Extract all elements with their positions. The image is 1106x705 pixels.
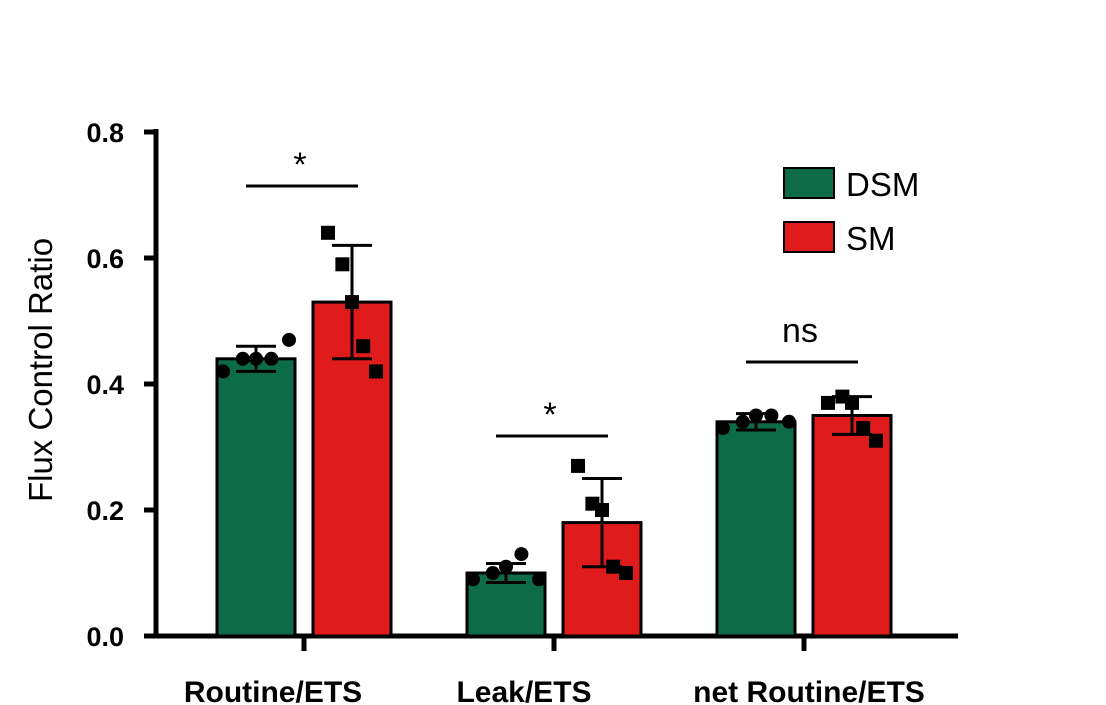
y-tick-label: 0.6 [86,244,124,274]
bar-dsm-2 [715,420,797,638]
significance-label: * [293,146,306,184]
legend-label-dsm: DSM [846,166,919,203]
data-point [466,572,480,587]
data-point [821,395,835,410]
data-point [782,414,796,429]
data-point [735,414,750,429]
error-bars [236,243,872,584]
x-tick-label: Routine/ETS [184,676,362,705]
data-point [716,421,730,436]
bar-sm-2 [811,414,893,638]
y-tick-label: 0.4 [86,370,124,400]
data-point [514,547,529,562]
data-point [282,332,296,347]
legend-swatch-dsm [783,167,835,199]
data-point [321,225,335,240]
significance-label: ns [782,312,818,350]
data-point [764,408,779,423]
data-point [869,433,883,448]
data-point [235,351,250,366]
x-axis: Routine/ETS Leak/ETS net Routine/ETS [154,633,958,705]
data-point [335,257,350,272]
y-tick-label: 0.2 [86,496,124,526]
data-point [485,566,500,580]
data-point [264,351,279,366]
y-axis-label: Flux Control Ratio [22,238,59,502]
y-tick-label: 0.0 [86,622,124,652]
legend-label-sm: SM [846,220,896,257]
data-point [216,364,230,379]
bar-dsm-0 [215,357,297,638]
data-points [216,225,883,587]
bars [215,300,893,638]
significance-label: * [543,396,556,434]
data-point [856,421,871,436]
x-tick-label: net Routine/ETS [693,676,925,705]
x-tick-label: Leak/ETS [456,676,591,705]
data-point [619,566,633,580]
data-point [369,364,383,379]
legend-swatch-sm [783,221,835,253]
legend: DSM SM [783,166,919,257]
data-point [532,572,546,587]
y-axis: 0.0 0.2 0.4 0.6 0.8 [86,118,159,652]
data-point [571,458,585,473]
significance-annotations: * * ns [246,146,858,438]
y-tick-label: 0.8 [86,118,124,148]
data-point [356,339,371,354]
